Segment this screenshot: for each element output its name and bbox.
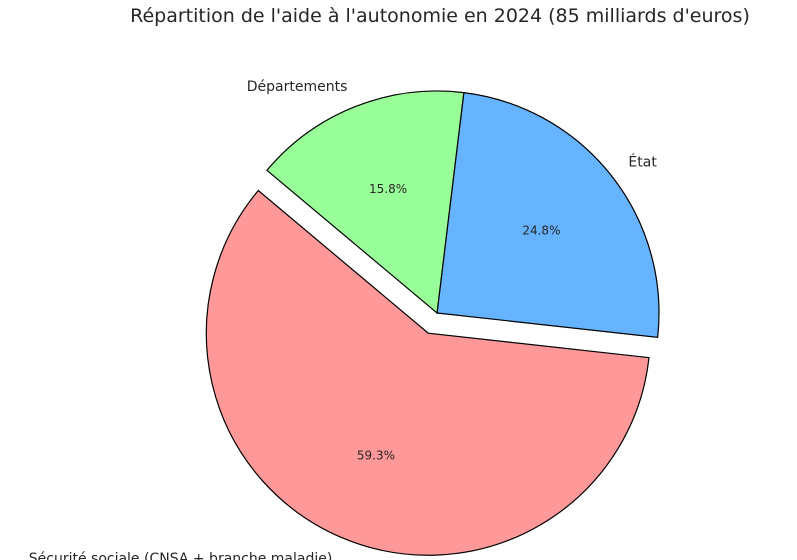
pct-label-etat: 24.8% [522, 223, 560, 237]
category-label-etat: État [628, 153, 657, 170]
pie-slice-securite-sociale [205, 189, 650, 556]
pie-labels: 59.3% Sécurité sociale (CNSA + branche ma… [29, 79, 658, 560]
pct-label-departements: 15.8% [369, 182, 407, 196]
category-label-securite-sociale: Sécurité sociale (CNSA + branche maladie… [29, 551, 333, 560]
pie-slices [205, 90, 660, 556]
pct-label-securite-sociale: 59.3% [357, 449, 395, 463]
pie-slice-departements [266, 90, 465, 315]
chart-title: Répartition de l'aide à l'autonomie en 2… [130, 5, 750, 27]
category-label-departements: Départements [247, 79, 348, 95]
pie-slice-etat [436, 91, 660, 339]
